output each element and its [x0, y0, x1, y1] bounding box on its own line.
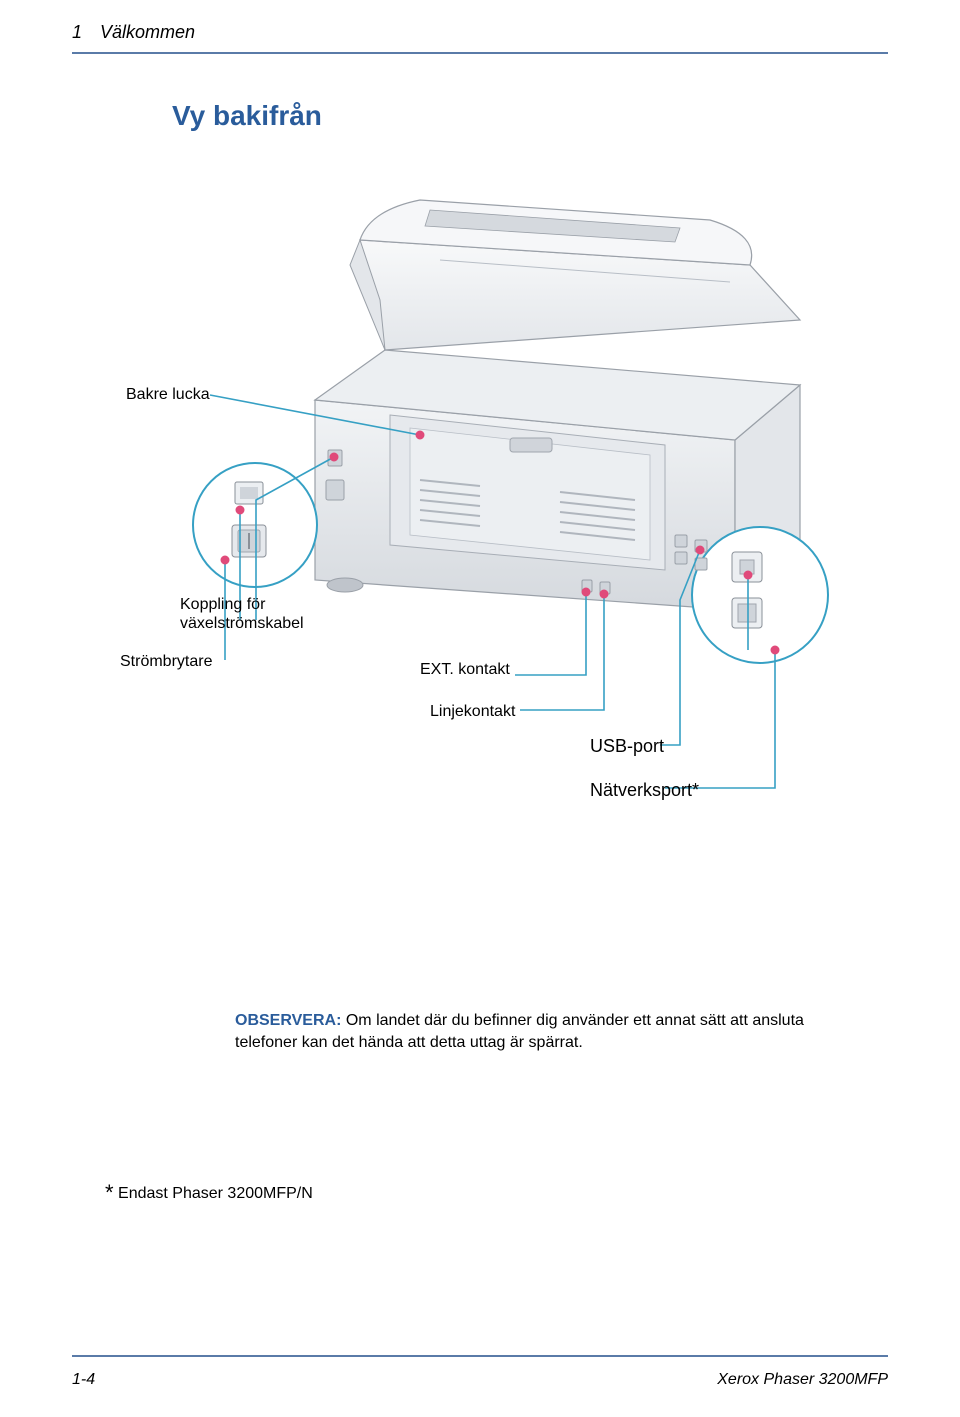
product-name: Xerox Phaser 3200MFP: [717, 1371, 888, 1389]
page-title: Vy bakifrån: [172, 100, 322, 132]
label-ext-kontakt: EXT. kontakt: [420, 660, 510, 679]
label-koppling: Koppling för växelströmskabel: [180, 595, 330, 633]
header: 1 Välkommen: [72, 22, 888, 43]
bottom-divider: [72, 1355, 888, 1357]
label-bakre-lucka: Bakre lucka: [126, 385, 210, 404]
section-title: Välkommen: [100, 22, 195, 43]
section-number: 1: [72, 22, 82, 43]
page-number: 1-4: [72, 1371, 95, 1389]
footnote-text: Endast Phaser 3200MFP/N: [118, 1185, 313, 1202]
label-strombrytare: Strömbrytare: [120, 652, 212, 671]
note-block: OBSERVERA: Om landet där du befinner dig…: [235, 1010, 855, 1053]
note-label: OBSERVERA:: [235, 1012, 341, 1029]
label-natverksport: Nätverksport*: [590, 780, 699, 802]
footnote-star: *: [105, 1180, 114, 1205]
printer-rear-diagram: Bakre lucka Koppling för växelströmskabe…: [120, 180, 860, 800]
top-divider: [72, 52, 888, 54]
label-usb-port: USB-port: [590, 736, 664, 758]
footnote: * Endast Phaser 3200MFP/N: [105, 1180, 313, 1206]
label-linjekontakt: Linjekontakt: [430, 702, 515, 721]
